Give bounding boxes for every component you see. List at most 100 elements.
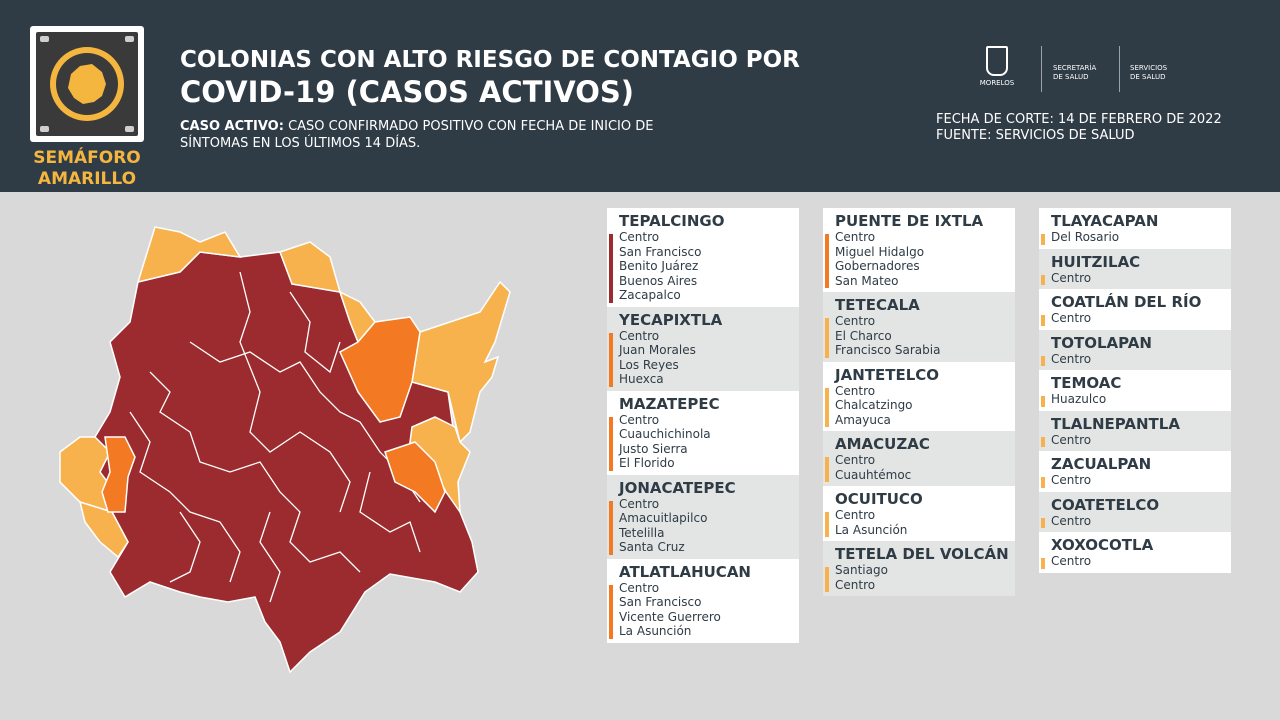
colonia-item: Centro	[835, 230, 876, 244]
colonia-item: Buenos Aires	[619, 273, 698, 288]
municipality-name: ATLATLAHUCAN	[619, 562, 751, 581]
risk-bar	[1041, 234, 1045, 245]
screw-icon	[125, 126, 134, 132]
municipality-name: AMACUZAC	[835, 435, 930, 453]
municipality-card: TLALNEPANTLA Centro	[1039, 410, 1231, 451]
colonia-item: La Asunción	[619, 624, 692, 638]
risk-bar	[1041, 355, 1045, 366]
colonia-item: Gobernadores	[835, 259, 920, 273]
risk-bar	[609, 332, 613, 387]
municipality-name: JONACATEPEC	[619, 478, 736, 497]
municipality-name: TLALNEPANTLA	[1051, 414, 1180, 433]
colonia-item: Centro	[1051, 513, 1092, 528]
colonia-item: Los Reyes	[619, 357, 679, 372]
colonia-item: Centro	[1051, 351, 1092, 366]
colonia-item: Centro	[1051, 473, 1092, 487]
municipality-name: PUENTE DE IXTLA	[835, 212, 984, 230]
municipality-column-2: PUENTE DE IXTLA Centro Miguel Hidalgo Gober…	[823, 208, 1015, 596]
colonia-item: El Florido	[619, 456, 675, 470]
colonia-item: Centro	[619, 412, 660, 427]
municipality-name: TEMOAC	[1051, 374, 1122, 392]
colonia-item: San Francisco	[619, 244, 702, 259]
colonia-item: Cuauchichinola	[619, 427, 711, 441]
colonia-item: Centro	[1051, 311, 1092, 325]
municipality-name: TOTOLAPAN	[1051, 333, 1152, 352]
colonia-item: Huazulco	[1051, 392, 1107, 406]
source: FUENTE: SERVICIOS DE SALUD	[936, 128, 1135, 143]
colonia-item: Huexca	[619, 372, 664, 386]
colonia-item: Centro	[1051, 270, 1092, 285]
colonia-item: Centro	[619, 328, 660, 343]
municipality-card: TETELA DEL VOLCÁN Santiago Centro	[823, 541, 1015, 596]
colonia-item: La Asunción	[835, 522, 908, 537]
risk-bar	[825, 387, 829, 427]
colonia-item: Centro	[619, 496, 660, 511]
municipality-card: TETECALA Centro El Charco Francisco Sarabia	[823, 292, 1015, 362]
municipality-card: COATLÁN DEL RÍO Centro	[1039, 289, 1231, 330]
municipality-name: MAZATEPEC	[619, 394, 720, 413]
semaforo-label: SEMÁFORO AMARILLO	[33, 148, 141, 189]
colonia-item: Centro	[1051, 432, 1092, 447]
colonia-item: Juan Morales	[619, 343, 696, 357]
screw-icon	[40, 36, 49, 42]
risk-bar	[1041, 558, 1045, 569]
colonia-item: Santa Cruz	[619, 540, 685, 554]
municipality-card: HUITZILAC Centro	[1039, 248, 1231, 289]
risk-bar	[1041, 517, 1045, 528]
header: SEMÁFORO AMARILLO COLONIAS CON ALTO RIES…	[0, 0, 1280, 192]
municipality-name: TETELA DEL VOLCÁN	[835, 545, 1009, 563]
cutoff-date: FECHA DE CORTE: 14 DE FEBRERO DE 2022	[936, 112, 1222, 127]
traffic-light-icon	[50, 47, 124, 121]
colonia-item: El Charco	[835, 328, 892, 343]
risk-bar	[825, 234, 829, 288]
risk-bar	[609, 416, 613, 471]
municipality-card: ATLATLAHUCAN Centro San Francisco Vicente G…	[607, 558, 799, 643]
colonia-item: Centro	[835, 383, 876, 398]
municipality-card: YECAPIXTLA Centro Juan Morales Los Reyes Hue…	[607, 306, 799, 391]
meta-info: FECHA DE CORTE: 14 DE FEBRERO DE 2022 FU…	[936, 112, 1222, 144]
municipality-name: TEPALCINGO	[619, 212, 725, 230]
colonia-item: Vicente Guerrero	[619, 609, 721, 624]
risk-bar	[1041, 436, 1045, 447]
colonia-item: Justo Sierra	[619, 441, 688, 456]
municipality-card: TLAYACAPAN Del Rosario	[1039, 208, 1231, 249]
municipality-card: ZACUALPAN Centro	[1039, 451, 1231, 492]
municipality-name: HUITZILAC	[1051, 252, 1141, 271]
municipality-card: TEMOAC Huazulco	[1039, 370, 1231, 411]
municipality-name: YECAPIXTLA	[619, 310, 723, 329]
municipality-card: OCUITUCO Centro La Asunción	[823, 486, 1015, 541]
municipality-card: JANTETELCO Centro Chalcatzingo Amayuca	[823, 361, 1015, 431]
colonia-item: San Francisco	[619, 595, 702, 609]
definition-text: CASO ACTIVO: CASO CONFIRMADO POSITIVO CO…	[180, 119, 654, 151]
municipality-card: AMACUZAC Centro Cuauhtémoc	[823, 431, 1015, 486]
risk-bar	[1041, 477, 1045, 488]
colonia-item: Miguel Hidalgo	[835, 244, 925, 259]
municipality-card: MAZATEPEC Centro Cuauchichinola Justo Sierr…	[607, 390, 799, 475]
risk-bar	[825, 457, 829, 482]
morelos-logo: MORELOS	[975, 46, 1019, 87]
risk-bar	[825, 318, 829, 358]
municipality-name: TLAYACAPAN	[1051, 212, 1159, 230]
morelos-map	[59, 226, 511, 674]
risk-bar	[1041, 396, 1045, 407]
colonia-item: Centro	[835, 508, 876, 522]
municipality-name: COATETELCO	[1051, 495, 1160, 514]
colonia-item: Centro	[835, 453, 876, 467]
colonia-item: Chalcatzingo	[835, 398, 913, 412]
colonia-item: Centro	[835, 314, 876, 328]
colonia-item: Benito Juárez	[619, 259, 699, 273]
colonia-item: Centro	[1051, 554, 1092, 568]
municipality-column-1: TEPALCINGO Centro San Francisco Benito Juár…	[607, 208, 799, 643]
shield-icon	[986, 46, 1008, 76]
risk-bar	[1041, 315, 1045, 326]
municipality-name: ZACUALPAN	[1051, 455, 1152, 473]
municipality-column-3: TLAYACAPAN Del Rosario HUITZILAC Centro COAT…	[1039, 208, 1231, 573]
servicios-logo: SERVICIOS DE SALUD	[1130, 64, 1168, 81]
colonia-item: Zacapalco	[619, 288, 681, 302]
municipality-card: PUENTE DE IXTLA Centro Miguel Hidalgo Gober…	[823, 208, 1015, 292]
municipality-card: TEPALCINGO Centro San Francisco Benito Juár…	[607, 208, 799, 307]
colonia-item: Amayuca	[835, 412, 891, 427]
colonia-item: Del Rosario	[1051, 230, 1120, 244]
municipality-card: XOXOCOTLA Centro	[1039, 532, 1231, 573]
colonia-item: Francisco Sarabia	[835, 343, 941, 357]
